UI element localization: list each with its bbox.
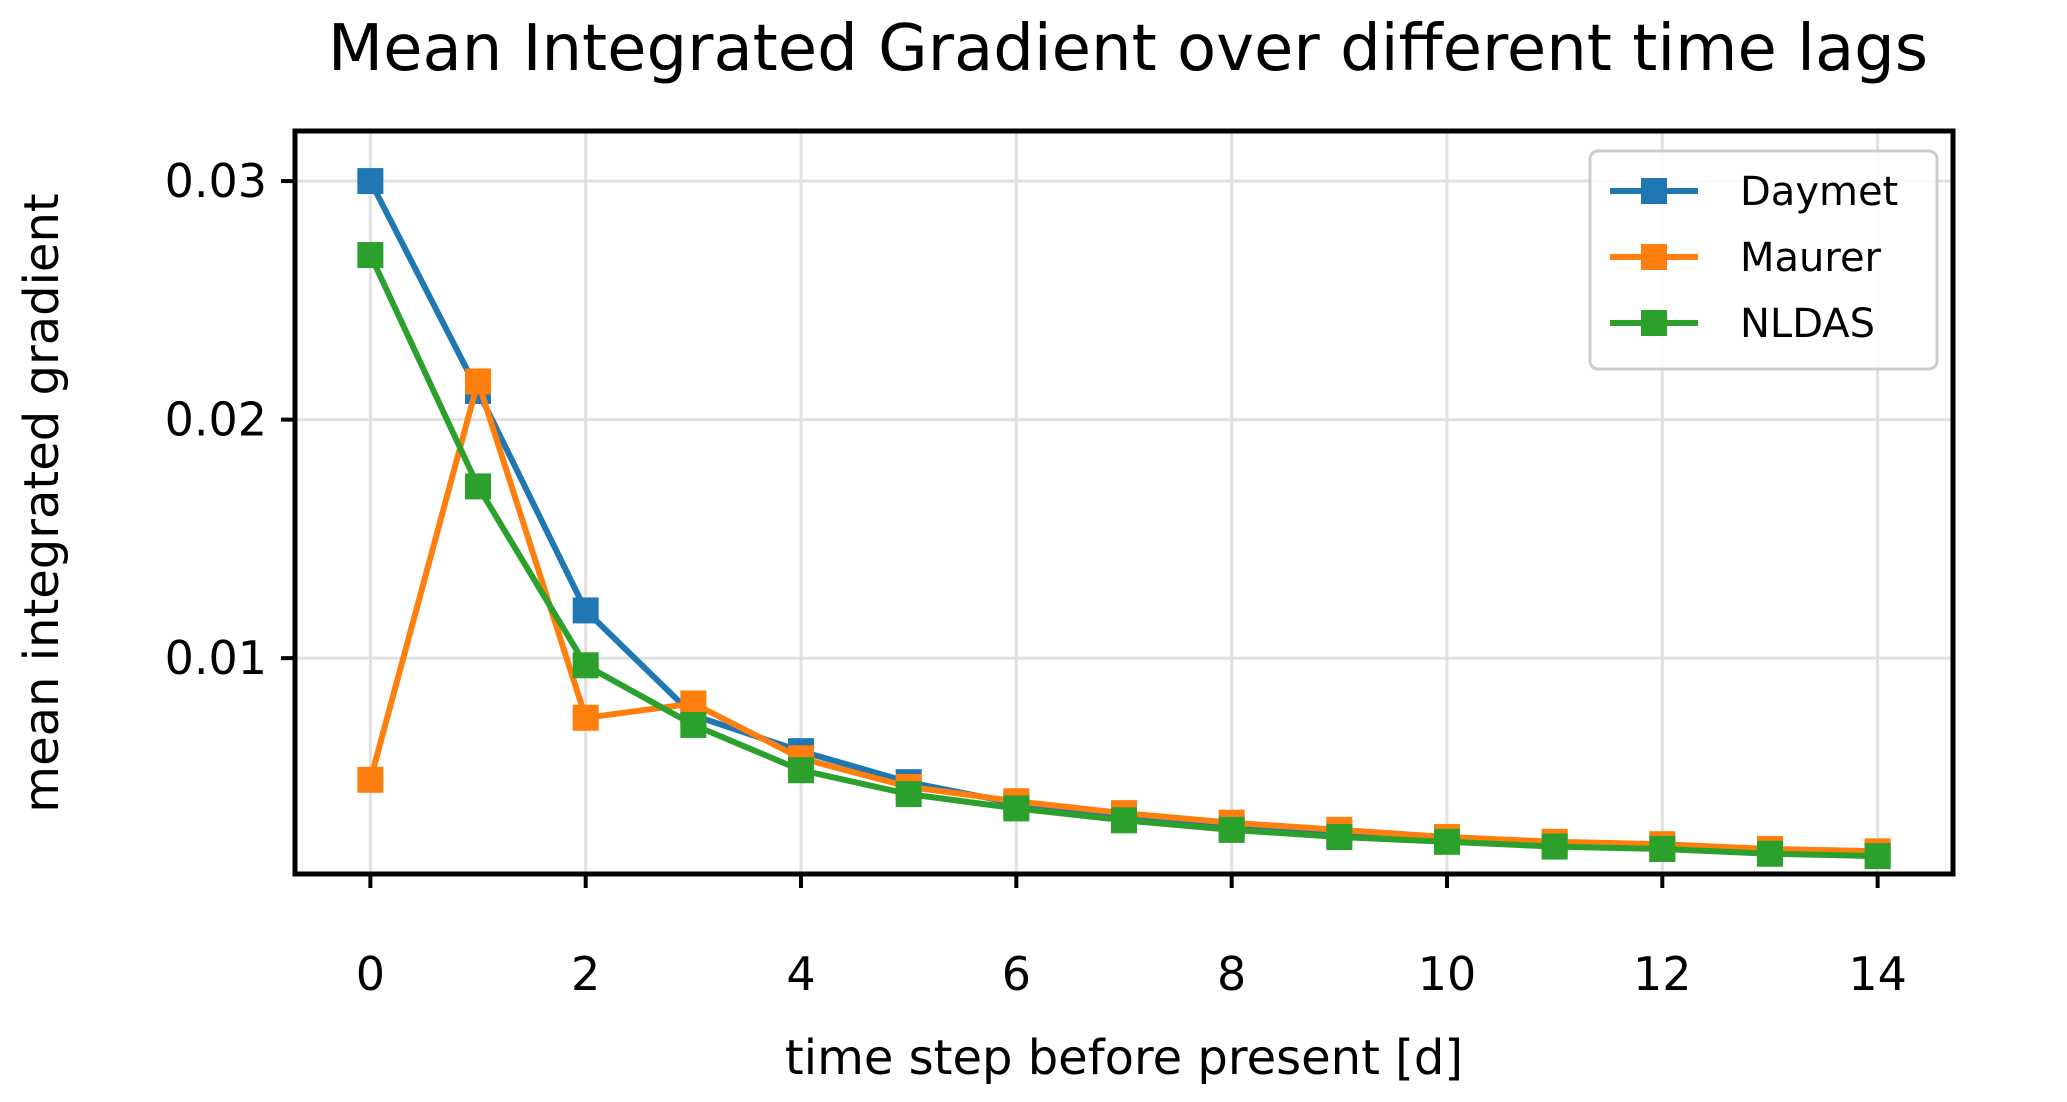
- y-tick-label: 0.01: [165, 631, 267, 685]
- data-point: [1003, 795, 1030, 822]
- data-point: [1649, 835, 1676, 862]
- x-tick-label: 8: [1217, 947, 1246, 1001]
- data-point: [680, 711, 707, 738]
- legend-item: Daymet: [1610, 169, 1898, 215]
- x-tick-label: 6: [1002, 947, 1031, 1001]
- legend-label: Daymet: [1740, 169, 1898, 215]
- x-axis-label: time step before present [d]: [785, 1030, 1463, 1086]
- x-tick-label: 12: [1633, 947, 1692, 1001]
- y-tick-label: 0.03: [165, 154, 267, 208]
- data-point: [1864, 843, 1891, 870]
- data-point: [895, 781, 922, 808]
- data-point: [572, 597, 599, 624]
- legend-item: Maurer: [1610, 235, 1882, 281]
- legend-marker: [1641, 244, 1667, 270]
- data-point: [572, 652, 599, 679]
- series-layer: [357, 168, 1891, 870]
- chart-title: Mean Integrated Gradient over different …: [328, 12, 1928, 86]
- data-point: [1218, 816, 1245, 843]
- plot-frame: [292, 128, 1956, 877]
- data-point: [357, 766, 384, 793]
- x-tick-label: 2: [571, 947, 600, 1001]
- data-point: [1433, 828, 1460, 855]
- data-point: [1541, 833, 1568, 860]
- data-point: [572, 704, 599, 731]
- data-point: [788, 757, 815, 784]
- legend-box: [1588, 149, 1939, 371]
- legend-label: NLDAS: [1740, 301, 1875, 347]
- data-point: [357, 168, 384, 195]
- y-axis-label: mean integrated gradient: [14, 193, 70, 812]
- legend-marker: [1641, 178, 1667, 204]
- y-axis: 0.01 0.02 0.03: [165, 154, 295, 685]
- y-tick-label: 0.02: [165, 393, 267, 447]
- legend-label: Maurer: [1740, 235, 1882, 281]
- data-point: [1756, 840, 1783, 867]
- x-tick-label: 10: [1418, 947, 1477, 1001]
- data-point: [357, 242, 384, 269]
- x-tick-label: 14: [1848, 947, 1907, 1001]
- series-nldas: [357, 242, 1891, 870]
- data-point: [1111, 807, 1137, 834]
- data-point: [1326, 824, 1353, 851]
- legend: Daymet Maurer NLDAS: [1588, 149, 1939, 371]
- grid-lines: [295, 131, 1953, 874]
- x-tick-label: 0: [356, 947, 385, 1001]
- data-point: [465, 473, 492, 500]
- data-point: [465, 368, 492, 395]
- x-tick-label: 4: [786, 947, 815, 1001]
- x-axis: 0 2 4 6 8 10 12 14: [356, 874, 1907, 1001]
- legend-item: NLDAS: [1610, 301, 1875, 347]
- legend-marker: [1641, 310, 1667, 336]
